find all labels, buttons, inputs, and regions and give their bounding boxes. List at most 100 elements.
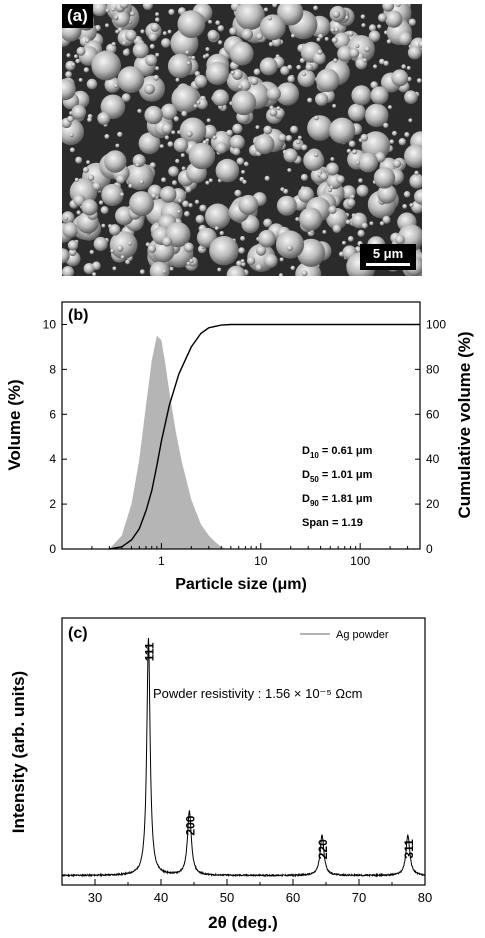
sem-particle [253, 68, 261, 76]
sem-particle [115, 143, 120, 148]
sem-particle [328, 205, 337, 214]
sem-particle [255, 32, 264, 40]
sem-particle [332, 104, 337, 108]
sem-particle [232, 69, 243, 80]
sem-particle [409, 173, 422, 189]
sem-particle [111, 42, 116, 46]
sem-particle [121, 93, 131, 102]
sem-particle [263, 253, 278, 268]
sem-particle [358, 178, 363, 183]
scale-bar-line [366, 263, 410, 266]
sem-particle [236, 157, 244, 165]
sem-particle [137, 108, 142, 114]
sem-particle [226, 265, 246, 276]
sem-particle [76, 210, 81, 215]
psd-left-y-tick-label: 6 [49, 407, 56, 421]
sem-particle [148, 32, 158, 42]
sem-particle [161, 123, 173, 134]
sem-particle [298, 186, 314, 203]
sem-particle [383, 122, 389, 129]
sem-particle [301, 144, 308, 151]
sem-particle [135, 163, 140, 167]
sem-particle [342, 240, 346, 245]
sem-particle [263, 125, 273, 135]
sem-particle [276, 195, 297, 216]
sem-particle [194, 74, 208, 88]
sem-particle [383, 60, 389, 66]
sem-particle [101, 223, 106, 228]
psd-x-tick-label: 1 [158, 554, 165, 568]
sem-particle [272, 4, 278, 8]
psd-annotation-value: = 1.81 μm [319, 493, 373, 505]
sem-particle [255, 263, 263, 271]
scale-bar: 5 μm [360, 244, 416, 270]
sem-particle [161, 38, 171, 48]
psd-x-axis-label: Particle size (μm) [175, 576, 307, 593]
sem-particle [217, 267, 222, 272]
sem-particle [398, 224, 422, 251]
panel-a-label: (a) [62, 4, 93, 28]
sem-particle [368, 30, 381, 43]
psd-annotation-main: D [302, 469, 310, 481]
sem-particle [205, 61, 230, 85]
sem-particle [149, 44, 155, 49]
xrd-legend-label: Ag powder [336, 629, 389, 641]
psd-left-y-tick-label: 0 [49, 542, 56, 556]
sem-particle [236, 260, 243, 267]
sem-particle [378, 13, 387, 23]
sem-particle [100, 206, 109, 215]
sem-particle [266, 86, 281, 102]
sem-particle [352, 149, 358, 155]
sem-particle [144, 105, 163, 125]
sem-particle [255, 125, 260, 130]
sem-particle [329, 117, 356, 144]
sem-particle [241, 215, 260, 234]
sem-particle [307, 97, 313, 103]
sem-particle [162, 269, 167, 274]
sem-particle [345, 219, 351, 225]
sem-particle [196, 100, 201, 105]
sem-particle [370, 81, 379, 89]
panel-c-label: (c) [68, 625, 88, 642]
sem-particle [240, 259, 245, 264]
sem-particle [285, 135, 293, 142]
sem-particle [171, 130, 176, 135]
sem-particle [188, 203, 193, 208]
sem-particle [277, 4, 304, 26]
psd-annotation-subscript: 10 [310, 451, 319, 460]
sem-particle [91, 50, 121, 81]
psd-right-y-tick-label: 20 [426, 497, 440, 511]
sem-particle [333, 58, 338, 63]
psd-right-y-tick-label: 80 [426, 362, 440, 376]
sem-particle [264, 175, 270, 181]
xrd-frame [61, 617, 426, 886]
sem-particle [361, 222, 368, 229]
sem-particle [279, 257, 284, 262]
sem-particle [173, 116, 179, 122]
sem-particle [75, 156, 83, 164]
sem-particle [122, 49, 130, 56]
sem-particle [407, 45, 422, 60]
sem-particle [62, 222, 79, 239]
sem-particle [291, 33, 295, 38]
sem-particle [358, 152, 378, 173]
sem-particle [246, 256, 256, 265]
sem-particle [151, 192, 157, 199]
sem-particle [215, 142, 228, 154]
sem-particle [160, 103, 178, 120]
sem-particle [167, 53, 193, 79]
psd-annotation: D10 = 0.61 μm [302, 445, 373, 460]
sem-particle [332, 10, 341, 19]
sem-particle [112, 266, 117, 271]
sem-particle [205, 47, 210, 52]
sem-particle [241, 262, 246, 267]
sem-particle [62, 211, 75, 225]
sem-particle [349, 47, 360, 59]
sem-particle [317, 49, 323, 55]
sem-particle [205, 180, 210, 185]
sem-particle [348, 140, 356, 148]
sem-particle [350, 194, 355, 199]
sem-particle [119, 4, 129, 9]
sem-particle [144, 83, 155, 95]
